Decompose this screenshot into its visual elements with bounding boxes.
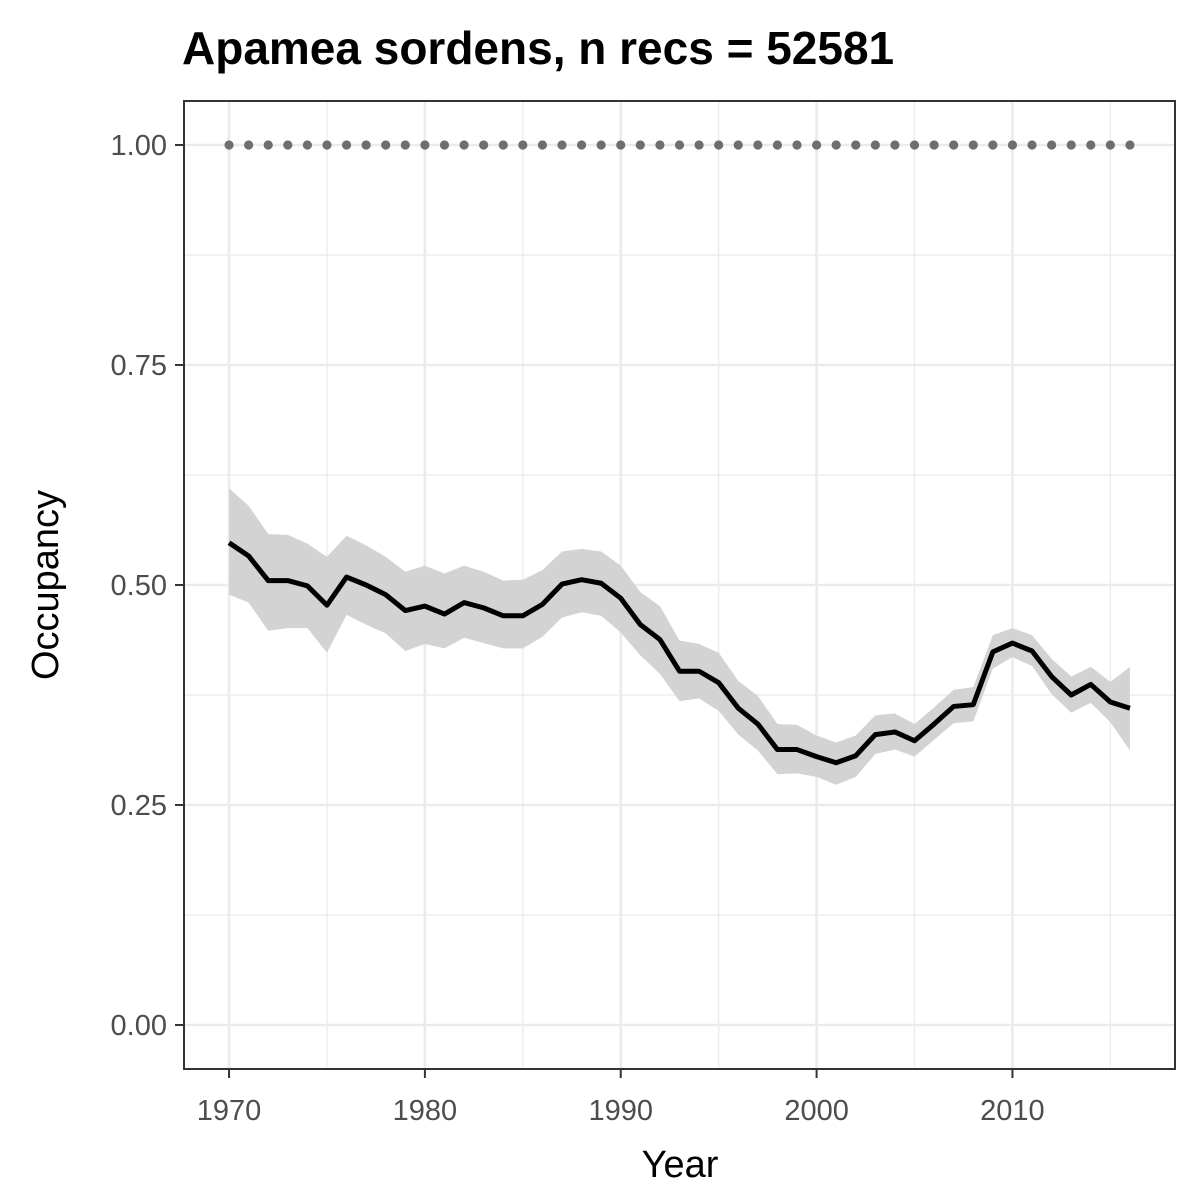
observation-dot — [302, 140, 312, 150]
observation-dot — [811, 140, 822, 150]
y-tick-label: 0.75 — [111, 350, 167, 382]
observation-dot — [518, 140, 528, 150]
observation-dot — [792, 140, 802, 150]
observation-dot — [576, 140, 587, 150]
observation-dot — [674, 140, 685, 150]
observation-dot — [772, 140, 783, 150]
y-tick-label: 0.00 — [111, 1010, 167, 1042]
y-axis-ticks: 0.00 0.25 0.50 0.75 1.00 — [111, 130, 184, 1042]
observation-dot — [949, 140, 959, 150]
occupancy-line — [227, 540, 1131, 766]
confidence-ribbon — [229, 488, 1130, 785]
observation-dots-layer — [224, 140, 1135, 150]
observation-dot — [400, 140, 410, 150]
observation-dot — [831, 140, 841, 150]
observation-dot — [733, 140, 743, 150]
observation-dot — [1027, 140, 1037, 150]
observation-dot — [459, 140, 469, 150]
observation-dot — [361, 140, 371, 150]
observation-dot — [381, 140, 391, 150]
y-tick-label: 0.50 — [111, 570, 167, 602]
observation-dot — [714, 140, 724, 150]
observation-dot — [694, 140, 704, 150]
observation-dot — [420, 140, 430, 150]
observation-dot — [929, 140, 939, 150]
x-tick-label: 1970 — [197, 1095, 262, 1127]
observation-dot — [1086, 140, 1096, 150]
x-tick-label: 2010 — [980, 1095, 1045, 1127]
chart-title: Apamea sordens, n recs = 52581 — [182, 22, 894, 74]
x-tick-label: 2000 — [784, 1095, 849, 1127]
x-tick-label: 1990 — [588, 1095, 653, 1127]
y-tick-label: 0.25 — [111, 790, 167, 822]
observation-dot — [753, 140, 763, 150]
observation-dot — [616, 140, 626, 150]
observation-dot — [968, 140, 978, 150]
observation-dot — [557, 140, 567, 150]
y-tick-label: 1.00 — [111, 130, 167, 162]
observation-dot — [479, 140, 489, 150]
observation-dot — [635, 140, 645, 150]
occupancy-line-layer — [227, 540, 1131, 766]
confidence-ribbon-layer — [229, 488, 1130, 785]
observation-dot — [498, 140, 508, 150]
observation-dot — [1105, 140, 1115, 150]
observation-dot — [851, 140, 861, 150]
observation-dot — [1125, 140, 1135, 150]
observation-dot — [1066, 140, 1076, 150]
x-tick-label: 1980 — [393, 1095, 458, 1127]
observation-dot — [283, 140, 293, 150]
observation-dot — [263, 140, 273, 150]
y-axis-title: Occupancy — [25, 490, 67, 680]
observation-dot — [537, 140, 548, 150]
observation-dot — [596, 140, 606, 150]
observation-dot — [890, 140, 900, 150]
x-axis-ticks: 1970 1980 1990 2000 2010 — [197, 1069, 1045, 1127]
observation-dot — [655, 140, 665, 150]
observation-dot — [244, 140, 254, 150]
observation-dot — [341, 140, 352, 150]
observation-dot — [224, 140, 234, 150]
observation-dot — [909, 140, 920, 150]
observation-dot — [988, 140, 998, 150]
observation-dot — [870, 140, 880, 150]
observation-dot — [439, 140, 450, 150]
observation-dot — [1007, 140, 1018, 150]
observation-dot — [1047, 140, 1057, 150]
x-axis-title: Year — [642, 1144, 719, 1186]
observation-dot — [322, 140, 332, 150]
